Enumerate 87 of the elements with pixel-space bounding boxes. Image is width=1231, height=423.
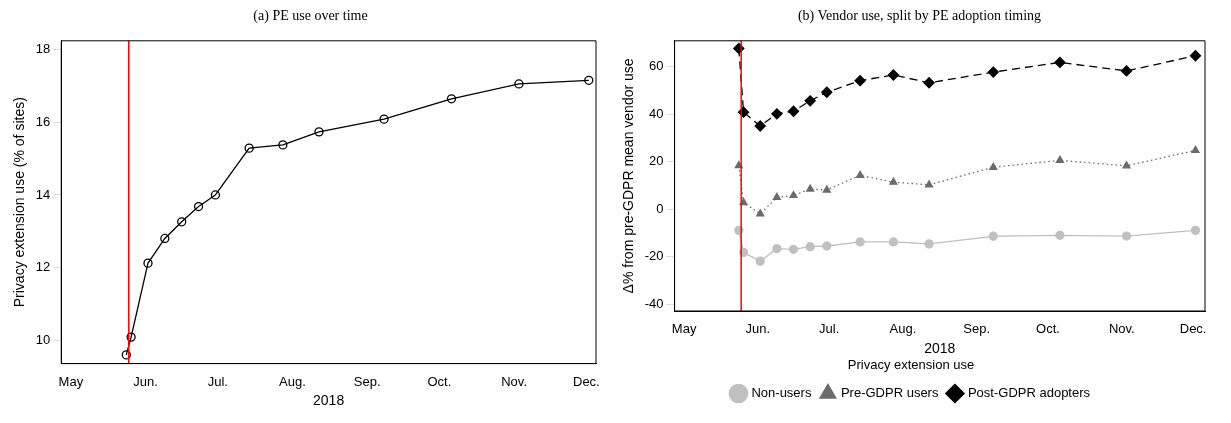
y-tick-label: 18 <box>35 41 51 57</box>
point <box>856 170 865 178</box>
point <box>805 242 815 252</box>
y-tick-label: 0 <box>656 200 664 216</box>
point <box>314 127 324 137</box>
x-tick-label: Dec. <box>1179 321 1207 337</box>
point <box>806 184 815 192</box>
point <box>756 209 765 217</box>
y-tick-label: 12 <box>35 259 51 275</box>
x-tick-label: Jun. <box>745 321 771 337</box>
legend-title: Privacy extension use <box>847 357 975 373</box>
point <box>1121 231 1132 241</box>
x-tick-label: Oct. <box>427 373 452 389</box>
point <box>193 201 204 212</box>
point <box>821 86 833 98</box>
point <box>1055 230 1065 240</box>
point <box>887 69 900 81</box>
point <box>771 108 783 120</box>
y-tick-label: 16 <box>35 113 51 129</box>
point <box>772 192 781 201</box>
y-tick-label: 60 <box>649 58 664 74</box>
point <box>210 190 221 200</box>
y-tick-label: 20 <box>649 153 664 169</box>
x-tick-label: Jul. <box>819 321 840 337</box>
y-tick-label: 10 <box>35 331 51 347</box>
point <box>1190 225 1201 235</box>
point <box>121 350 131 360</box>
x-axis-title: 2018 <box>924 339 956 356</box>
y-axis-title: Privacy extension use (% of sites) <box>11 97 28 308</box>
chart-title: (a) PE use over time <box>252 8 369 25</box>
point <box>514 79 524 89</box>
legend-label: Non-users <box>751 385 812 401</box>
point <box>924 239 934 249</box>
point <box>1120 65 1133 77</box>
point <box>822 241 832 251</box>
y-tick-label: 40 <box>649 105 664 121</box>
x-axis-title: 2018 <box>313 392 345 409</box>
point <box>987 66 999 78</box>
x-tick-label: Dec. <box>573 373 600 389</box>
point <box>787 105 800 117</box>
point <box>584 75 594 85</box>
x-tick-label: May <box>58 373 84 389</box>
legend-label: Pre-GDPR users <box>840 385 939 401</box>
x-tick-label: May <box>671 321 697 337</box>
point <box>804 95 816 107</box>
point <box>143 258 153 268</box>
point <box>788 244 799 254</box>
x-tick-label: Aug. <box>279 373 306 389</box>
y-tick-label: -20 <box>644 248 664 264</box>
point <box>379 114 389 124</box>
x-tick-label: Jul. <box>207 373 228 389</box>
x-tick-label: Sep. <box>353 373 381 389</box>
point <box>924 180 934 188</box>
point <box>822 185 831 193</box>
point <box>244 143 254 153</box>
point <box>446 94 457 104</box>
point <box>1189 50 1202 62</box>
point <box>888 237 899 247</box>
point <box>177 217 187 227</box>
point <box>1191 145 1200 154</box>
point <box>126 332 136 342</box>
point <box>1055 155 1065 164</box>
point <box>1054 56 1066 69</box>
x-tick-label: Nov. <box>1108 321 1135 337</box>
point <box>854 75 866 87</box>
point <box>755 256 765 266</box>
x-tick-label: Aug. <box>889 321 917 337</box>
point <box>988 231 998 241</box>
y-tick-label: 14 <box>35 186 51 202</box>
chart-title: (b) Vendor use, split by PE adoption timing <box>796 8 1043 25</box>
point <box>789 190 798 199</box>
x-tick-label: Jun. <box>133 373 158 389</box>
point <box>160 233 170 244</box>
y-tick-label: -40 <box>644 295 664 311</box>
point <box>923 77 935 89</box>
point <box>1122 161 1131 169</box>
x-tick-label: Sep. <box>963 321 991 337</box>
point <box>989 162 998 170</box>
x-tick-label: Nov. <box>501 373 527 389</box>
legend-label: Post-GDPR adopters <box>967 385 1091 401</box>
point <box>772 243 782 254</box>
point <box>889 177 898 185</box>
point <box>278 140 288 150</box>
y-axis-title: Δ% from pre-GDPR mean vendor use <box>620 58 637 294</box>
point <box>855 237 865 247</box>
x-tick-label: Oct. <box>1036 321 1060 337</box>
point <box>754 120 766 132</box>
